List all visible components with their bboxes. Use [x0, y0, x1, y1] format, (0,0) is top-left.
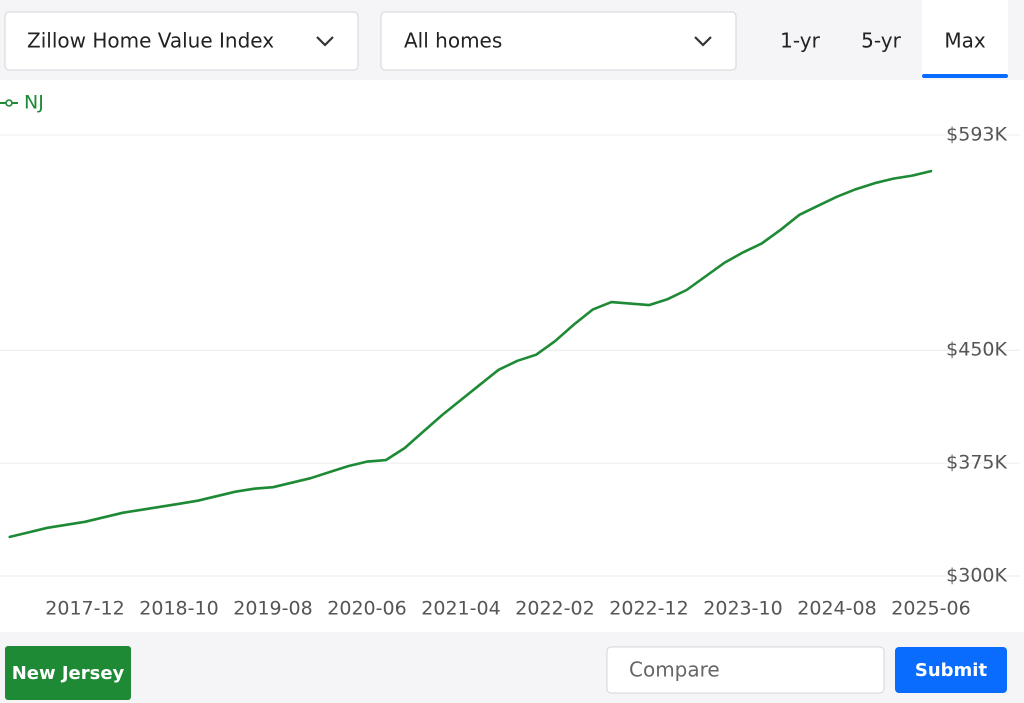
- legend-marker: [5, 99, 13, 107]
- chevron: [694, 36, 712, 47]
- data-line: [8, 169, 933, 539]
- tab-label: 5-yr: [861, 29, 901, 53]
- range-tabs: 1-yr 5-yr Max: [780, 0, 1008, 78]
- x-tick-label: 2022-02: [515, 598, 594, 620]
- x-tick-label: 2018-10: [139, 598, 218, 620]
- legend-item[interactable]: NJ: [0, 92, 44, 114]
- x-tick-label: 2019-08: [233, 598, 312, 620]
- range-tab[interactable]: 5-yr: [861, 29, 901, 53]
- y-tick-label: $375K: [946, 452, 1007, 474]
- y-tick-label: $593K: [946, 124, 1007, 146]
- legend-label: NJ: [24, 92, 44, 114]
- chevron: [316, 36, 334, 47]
- location-button[interactable]: New Jersey: [5, 646, 131, 700]
- chart: $300K $375K $450K $593K 2017-12 2018-10 2019-0…: [0, 92, 1020, 620]
- range-tab[interactable]: 1-yr: [780, 29, 820, 53]
- submit-button[interactable]: Submit: [895, 647, 1007, 693]
- y-tick-label: $450K: [946, 339, 1007, 361]
- tab-label: 1-yr: [780, 29, 820, 53]
- dropdown-text: All homes: [404, 29, 502, 53]
- x-tick-label: 2017-12: [45, 598, 124, 620]
- metric-dropdown[interactable]: Zillow Home Value Index: [4, 11, 359, 71]
- x-tick-label: 2020-06: [327, 598, 406, 620]
- tab-label: Max: [944, 29, 986, 53]
- dropdown-text: Zillow Home Value Index: [27, 29, 274, 53]
- home-type-dropdown[interactable]: All homes: [380, 11, 737, 71]
- input-placeholder: Compare: [629, 658, 720, 682]
- active-tab-bg: [922, 0, 1008, 78]
- active-tab-underline: [922, 74, 1008, 78]
- x-tick-label: 2021-04: [421, 598, 500, 620]
- button-text: New Jersey: [12, 663, 125, 684]
- x-tick-label: 2022-12: [609, 598, 688, 620]
- button-text: Submit: [915, 660, 988, 681]
- x-tick-label: 2024-08: [797, 598, 876, 620]
- x-tick-label: 2025-06: [891, 598, 970, 620]
- y-tick-label: $300K: [946, 565, 1007, 587]
- x-tick-label: 2023-10: [703, 598, 782, 620]
- range-tab[interactable]: Max: [922, 0, 1008, 78]
- compare-input[interactable]: Compare: [606, 646, 885, 694]
